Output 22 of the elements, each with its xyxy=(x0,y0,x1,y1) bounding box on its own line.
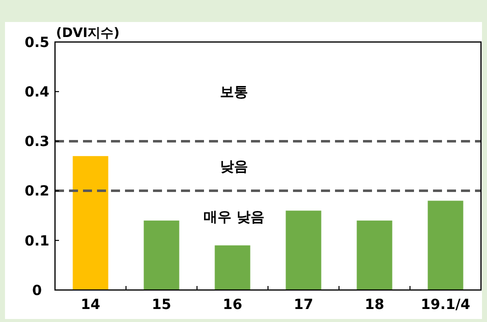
annotation: 보통 xyxy=(220,84,248,100)
y-tick-label: 0.4 xyxy=(24,84,50,100)
x-tick-label: 17 xyxy=(294,297,314,313)
bar xyxy=(72,156,108,290)
y-tick-label: 0.5 xyxy=(24,34,50,51)
y-tick-label: 0.2 xyxy=(24,184,50,200)
y-tick-label: 0.3 xyxy=(24,134,50,150)
bar xyxy=(286,210,322,290)
annotation: 매우 낮음 xyxy=(203,210,264,226)
y-axis-title: (DVI지수) xyxy=(56,26,120,41)
bar xyxy=(144,220,180,290)
y-tick-label: 0.1 xyxy=(24,233,50,250)
bar xyxy=(214,245,250,290)
bar xyxy=(356,220,392,290)
annotation: 낮음 xyxy=(220,158,248,175)
bar xyxy=(428,200,464,290)
y-tick-label: 0 xyxy=(32,282,42,299)
x-tick-label: 14 xyxy=(80,297,100,313)
x-tick-label: 18 xyxy=(364,297,384,313)
x-tick-label: 15 xyxy=(152,297,172,313)
x-tick-label: 16 xyxy=(222,297,242,313)
x-tick-label: 19.1/4 xyxy=(420,297,470,313)
